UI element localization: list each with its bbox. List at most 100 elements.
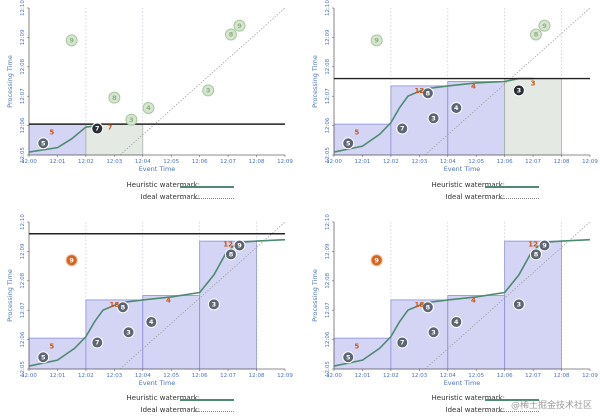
x-tick-label: 12:02 [383, 373, 399, 379]
datum-point [145, 315, 158, 328]
datum-label: 3 [212, 301, 217, 309]
datum-point [142, 101, 155, 114]
y-tick-label: 12:08 [325, 272, 331, 288]
datum-label: 3 [517, 301, 522, 309]
datum-label: 9 [542, 22, 547, 30]
datum-label: 3 [126, 328, 131, 336]
datum-point [224, 28, 237, 41]
datum-label: 7 [400, 125, 405, 133]
x-axis-title: Event Time [139, 165, 176, 173]
datum-point [233, 19, 246, 32]
datum-point [450, 101, 463, 114]
datum-point [427, 326, 440, 339]
pane-sum-label: 3 [531, 79, 536, 87]
x-tick-label: 12:00 [21, 159, 37, 165]
y-tick-label: 12:06 [325, 331, 331, 347]
heuristic-watermark-line [333, 238, 591, 367]
site-watermark: @稀土掘金技术社区 [510, 401, 592, 411]
x-tick-label: 12:09 [582, 373, 598, 379]
datum-label: 8 [229, 251, 234, 259]
x-tick-label: 12:09 [277, 373, 293, 379]
datum-point [529, 28, 542, 41]
datum-point [91, 122, 104, 135]
window-pane [447, 81, 506, 156]
heuristic-watermark-line [28, 124, 101, 153]
datum-point [122, 326, 135, 339]
x-tick-label: 12:03 [411, 159, 427, 165]
datum-point [396, 336, 409, 349]
pane-sum-label: 18 [109, 301, 119, 309]
datum-label: 9 [542, 242, 547, 250]
y-tick-label: 12:09 [325, 29, 331, 45]
heuristic-legend-swatch [180, 399, 234, 401]
x-tick-label: 12:01 [50, 159, 66, 165]
window-pane [85, 299, 144, 370]
heuristic-legend-swatch [180, 186, 234, 188]
y-tick-label: 12:10 [325, 214, 331, 230]
datum-point [512, 84, 525, 97]
heuristic-legend-swatch [485, 186, 539, 188]
pane-sum-label: 4 [471, 82, 476, 90]
datum-label: 3 [431, 114, 436, 122]
datum-label: 4 [146, 104, 151, 112]
pane-sum-label: 4 [471, 296, 476, 304]
datum-point [37, 351, 50, 364]
x-tick-label: 12:07 [220, 159, 236, 165]
y-tick-label: 12:07 [20, 302, 26, 318]
x-tick-label: 12:02 [78, 373, 94, 379]
ideal-legend-swatch [485, 198, 539, 199]
datum-point [427, 112, 440, 125]
y-tick-label: 12:05 [20, 147, 26, 163]
datum-label: 9 [374, 37, 379, 45]
y-tick-label: 12:09 [325, 243, 331, 259]
x-tick-label: 12:09 [277, 159, 293, 165]
x-tick-label: 12:05 [163, 159, 179, 165]
heuristic-legend-label: Heuristic watermark: [126, 181, 200, 189]
y-tick-label: 12:08 [20, 58, 26, 74]
datum-label: 8 [426, 303, 431, 311]
datum-point [233, 239, 246, 252]
datum-label: 3 [206, 87, 211, 95]
datum-point [125, 113, 138, 126]
y-tick-label: 12:07 [325, 302, 331, 318]
ideal-legend-swatch [180, 198, 234, 199]
datum-point [529, 248, 542, 261]
chart-bottom-right: 12:05 12:06 12:07 12:08 12:09 12:10 12:00 12:01… [311, 214, 598, 387]
datum-point [370, 254, 383, 267]
y-tick-label: 12:06 [325, 117, 331, 133]
y-tick-label: 12:07 [325, 88, 331, 104]
datum-label: 9 [69, 37, 74, 45]
x-tick-label: 12:05 [468, 159, 484, 165]
datum-label: 9 [69, 256, 74, 264]
datum-point [421, 87, 434, 100]
ideal-legend-label: Ideal watermark: [140, 193, 201, 201]
window-pane [390, 85, 449, 156]
y-tick-label: 12:10 [20, 0, 26, 16]
datum-label: 7 [95, 125, 100, 133]
datum-label: 3 [431, 328, 436, 336]
x-tick-label: 12:04 [440, 373, 456, 379]
datum-point [538, 239, 551, 252]
window-pane [447, 295, 506, 370]
datum-label: 3 [129, 116, 134, 124]
pane-sum-label: 5 [49, 129, 54, 137]
datum-label: 7 [95, 339, 100, 347]
datum-point [202, 84, 215, 97]
pane-sum-label: 4 [166, 296, 171, 304]
pane-sum-label: 5 [49, 343, 54, 351]
datum-label: 4 [149, 318, 154, 326]
window-pane [142, 295, 201, 370]
y-tick-label: 12:09 [20, 29, 26, 45]
x-tick-label: 12:07 [220, 373, 236, 379]
legend-top-right: Heuristic watermark: Ideal watermark: [365, 181, 539, 205]
datum-label: 8 [426, 89, 431, 97]
y-tick-label: 12:10 [325, 0, 331, 16]
x-tick-label: 12:06 [192, 373, 208, 379]
x-tick-label: 12:01 [355, 373, 371, 379]
x-tick-label: 12:03 [411, 373, 427, 379]
datum-point [65, 34, 78, 47]
legend-bottom-right: Heuristic watermark: Ideal watermark: [365, 394, 539, 418]
datum-point [370, 34, 383, 47]
chart-top-right: 12:05 12:06 12:07 12:08 12:09 12:10 12:00 12:01… [311, 0, 598, 173]
